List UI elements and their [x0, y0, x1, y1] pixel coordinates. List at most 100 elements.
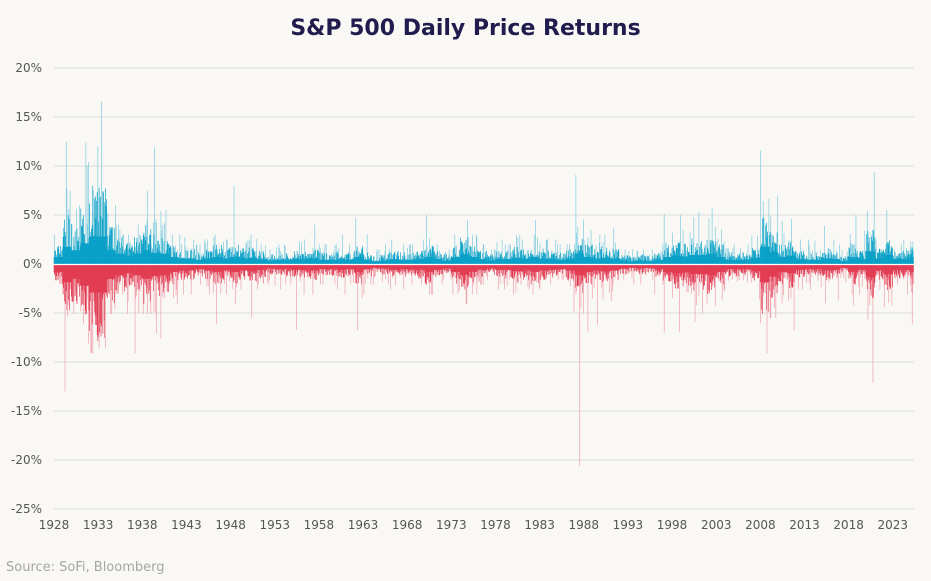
negative-return-bar	[263, 265, 265, 284]
positive-return-bar	[666, 247, 668, 264]
negative-return-bar	[694, 265, 695, 285]
y-tick-label: -10%	[11, 355, 42, 369]
positive-return-bar	[614, 250, 616, 264]
negative-return-bar	[159, 265, 160, 297]
positive-return-bar	[469, 245, 471, 264]
positive-return-bar	[94, 198, 96, 264]
negative-return-bar	[328, 265, 330, 275]
negative-return-bar	[111, 265, 113, 314]
negative-return-bar	[596, 265, 598, 325]
positive-return-bar	[689, 232, 691, 264]
positive-return-bar	[786, 247, 788, 264]
negative-return-bar	[321, 265, 323, 274]
positive-return-bar	[601, 246, 603, 264]
positive-return-bar	[574, 244, 575, 264]
negative-return-bar	[593, 265, 595, 288]
positive-return-bar	[542, 248, 544, 264]
positive-return-bar	[566, 251, 567, 264]
positive-return-bar	[165, 210, 167, 264]
positive-return-bar	[431, 245, 433, 264]
positive-return-bar	[106, 199, 108, 264]
negative-return-bar	[406, 265, 408, 274]
negative-return-bar	[704, 265, 705, 286]
positive-return-bar	[389, 251, 391, 264]
positive-return-bar	[820, 250, 821, 264]
negative-return-bar	[270, 265, 272, 275]
positive-return-bar	[102, 191, 104, 264]
negative-return-bar	[729, 265, 731, 276]
positive-return-bar	[322, 252, 324, 264]
negative-return-bar	[711, 265, 712, 290]
negative-return-bar	[613, 265, 615, 277]
negative-return-bar	[72, 265, 73, 302]
negative-return-bar	[208, 265, 210, 287]
positive-return-bar	[66, 188, 68, 264]
negative-return-bar	[383, 265, 385, 275]
positive-return-bar	[662, 244, 664, 264]
negative-return-bar	[176, 265, 178, 290]
positive-return-bar	[74, 231, 76, 264]
negative-return-bar	[432, 265, 434, 295]
negative-return-bar	[543, 265, 545, 280]
negative-return-bar	[226, 265, 227, 295]
negative-return-bar	[561, 265, 563, 280]
positive-return-bar	[753, 250, 755, 264]
positive-return-bar	[617, 252, 618, 264]
positive-return-bar	[105, 188, 106, 264]
negative-return-bar	[438, 265, 440, 276]
negative-return-bar	[400, 265, 402, 275]
negative-return-bar	[209, 265, 211, 279]
positive-return-bar	[94, 196, 96, 264]
positive-return-bar	[200, 255, 202, 264]
negative-return-bar	[212, 265, 214, 293]
positive-return-bar	[158, 241, 159, 264]
negative-return-bar	[520, 265, 522, 285]
negative-return-bar	[147, 265, 149, 294]
positive-return-bar	[444, 251, 446, 264]
positive-return-bar	[98, 188, 100, 264]
negative-return-bar	[370, 265, 372, 285]
negative-return-bar	[620, 265, 622, 275]
negative-return-bar	[478, 265, 480, 278]
negative-return-bar	[310, 265, 312, 277]
positive-return-bar	[685, 244, 686, 264]
positive-return-bar	[175, 245, 176, 264]
negative-return-bar	[678, 265, 680, 289]
positive-return-bar	[660, 250, 662, 264]
positive-return-bar	[207, 252, 209, 264]
negative-return-bar	[57, 265, 59, 280]
negative-return-bar	[229, 265, 230, 282]
negative-return-bar	[59, 265, 61, 284]
positive-return-bar	[252, 247, 254, 264]
negative-return-bar	[762, 265, 763, 314]
positive-return-bar	[684, 243, 685, 264]
negative-return-bar	[270, 265, 271, 274]
positive-return-bar	[168, 247, 170, 264]
positive-return-bar	[641, 254, 643, 264]
y-tick-label: 10%	[15, 159, 42, 173]
positive-return-bar	[460, 242, 462, 264]
positive-return-bar	[127, 243, 128, 264]
negative-return-bar	[257, 265, 258, 290]
positive-return-bar	[355, 217, 357, 264]
positive-return-bar	[407, 254, 409, 264]
negative-return-bar	[794, 265, 796, 283]
positive-return-bar	[214, 234, 216, 264]
negative-return-bar	[523, 265, 525, 277]
negative-return-bar	[373, 265, 374, 285]
positive-return-bar	[385, 244, 386, 264]
positive-return-bar	[462, 242, 463, 264]
negative-return-bar	[197, 265, 199, 276]
negative-return-bar	[322, 265, 323, 274]
positive-return-bar	[785, 248, 787, 264]
positive-return-bar	[653, 258, 654, 264]
negative-return-bar	[363, 265, 365, 295]
positive-return-bar	[362, 245, 364, 264]
positive-return-bar	[627, 255, 628, 264]
positive-return-bar	[543, 252, 545, 264]
negative-return-bar	[98, 265, 99, 337]
negative-return-bar	[510, 265, 512, 278]
positive-return-bar	[833, 239, 835, 264]
positive-return-bar	[410, 244, 412, 264]
negative-return-bar	[388, 265, 389, 285]
